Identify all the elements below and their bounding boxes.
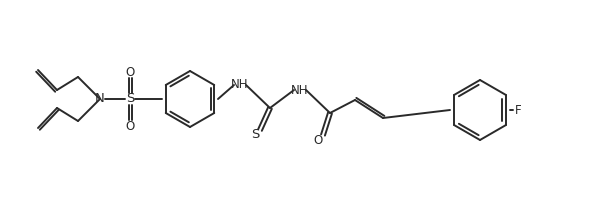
Text: NH: NH	[291, 84, 309, 97]
Text: NH: NH	[231, 78, 248, 92]
Text: O: O	[125, 65, 135, 78]
Text: O: O	[313, 134, 323, 146]
Text: S: S	[251, 129, 259, 141]
Text: N: N	[95, 93, 105, 105]
Text: O: O	[125, 120, 135, 133]
Text: F: F	[515, 103, 521, 116]
Text: S: S	[126, 93, 134, 105]
